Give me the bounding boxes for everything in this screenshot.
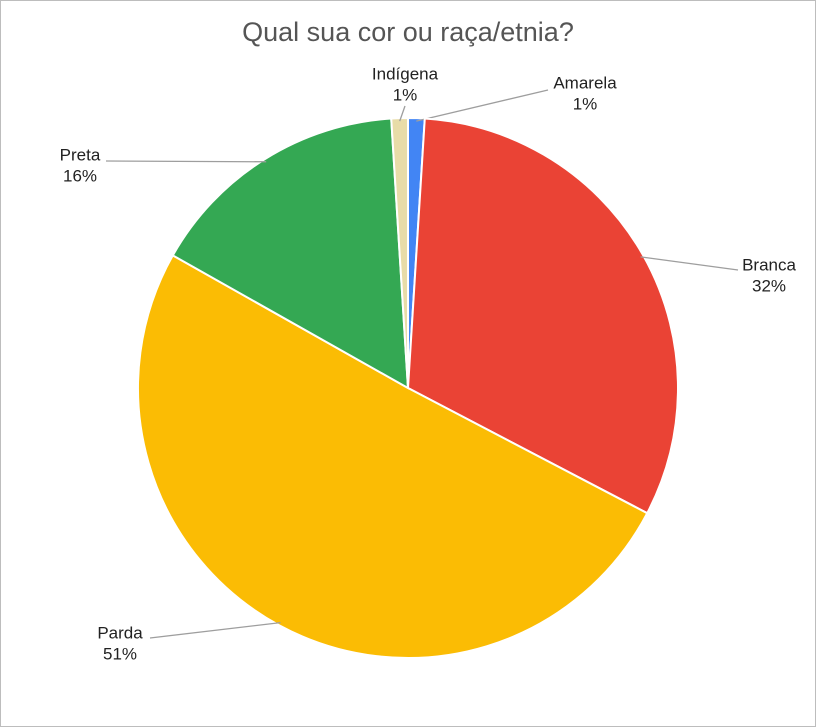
- slice-value-label: 16%: [63, 166, 97, 185]
- slice-label: Preta: [60, 145, 101, 164]
- chart-title: Qual sua cor ou raça/etnia?: [242, 17, 574, 47]
- leader-line: [416, 89, 549, 122]
- slice-value-label: 51%: [103, 644, 137, 663]
- leader-line: [640, 256, 739, 271]
- slice-value-label: 32%: [752, 276, 786, 295]
- leader-line: [149, 621, 281, 639]
- slice-value-label: 1%: [573, 94, 598, 113]
- pie-slice: [171, 117, 410, 390]
- slice-value-label: 1%: [393, 85, 418, 104]
- leader-line: [399, 105, 406, 122]
- slice-label: Branca: [742, 255, 796, 274]
- slice-label: Parda: [97, 623, 143, 642]
- leader-line: [105, 160, 267, 163]
- pie-slice: [137, 254, 649, 659]
- pie-slice: [406, 117, 679, 515]
- pie-slice: [390, 116, 409, 389]
- slice-label: Indígena: [372, 64, 439, 83]
- slice-label: Amarela: [553, 73, 617, 92]
